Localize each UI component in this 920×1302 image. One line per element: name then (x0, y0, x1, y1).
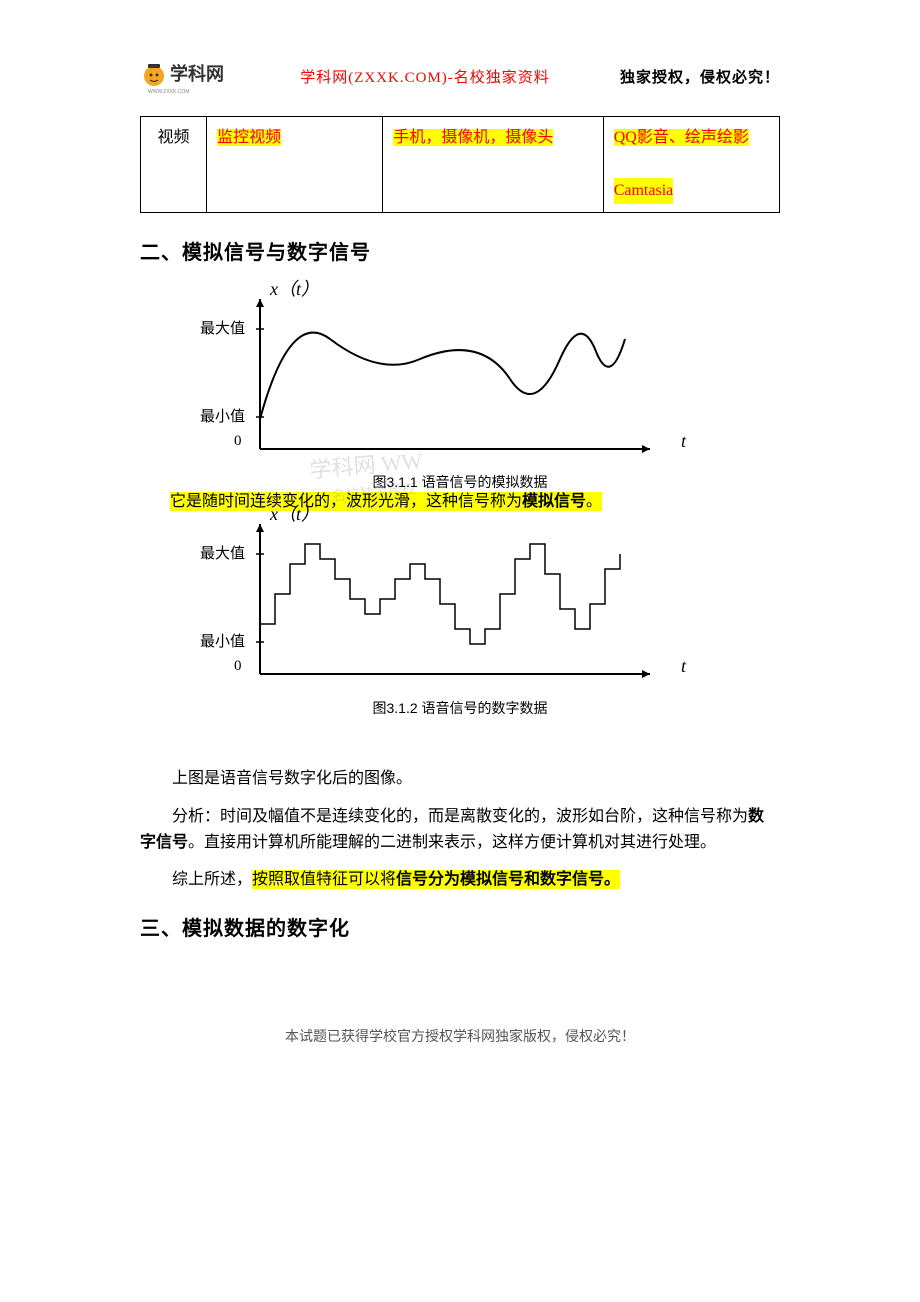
chart2-max-label: 最大值 (200, 542, 245, 566)
analog-definition: 它是随时间连续变化的，波形光滑，这种信号称为模拟信号。 (170, 492, 602, 511)
cell-software-line1: QQ影音、绘声绘影 (614, 129, 749, 146)
cell-software-line2: Camtasia (614, 178, 674, 204)
cell-example-text: 监控视频 (217, 129, 281, 146)
header-right-text: 独家授权，侵权必究！ (620, 66, 780, 90)
chart1-max-label: 最大值 (200, 317, 245, 341)
chart1-container: x（t） 最大值 最小值 0 t 图3.1.1 语音信号的模拟数据 (140, 299, 780, 479)
para3-hl: 按照取值特征可以将信号分为模拟信号和数字信号。 (252, 870, 620, 889)
chart2-container: x（t） 最大值 最小值 0 t 图3.1.2 语音信号的数字数据 (140, 524, 780, 704)
chart1-min-label: 最小值 (200, 405, 245, 429)
chart1: x（t） 最大值 最小值 0 t 图3.1.1 语音信号的模拟数据 (250, 299, 670, 479)
page-footer: 本试题已获得学校官方授权学科网独家版权，侵权必究！ (140, 1025, 780, 1047)
cell-software: QQ影音、绘声绘影 Camtasia (603, 117, 779, 213)
section3-title: 三、模拟数据的数字化 (140, 913, 780, 945)
cell-type: 视频 (141, 117, 207, 213)
chart1-y-axis-label: x（t） (270, 275, 319, 304)
logo-text: 学科网 (170, 63, 224, 84)
chart2-zero-label: 0 (234, 654, 242, 678)
chart1-x-axis-label: t (681, 427, 686, 456)
svg-text:WWW.ZXXK.COM: WWW.ZXXK.COM (148, 89, 189, 95)
table-row: 视频 监控视频 手机，摄像机，摄像头 QQ影音、绘声绘影 Camtasia (141, 117, 780, 213)
analog-def-bold: 模拟信号 (522, 493, 586, 510)
para-after-chart2: 上图是语音信号数字化后的图像。 (140, 766, 780, 792)
para3-prefix: 综上所述， (172, 871, 252, 888)
para3-hl-prefix: 按照取值特征可以将 (252, 871, 396, 888)
analog-definition-row: 学科网 WW 名校独家授权 它是随时间连续变化的，波形光滑，这种信号称为模拟信号… (170, 489, 780, 515)
logo-icon: 学科网 WWW.ZXXK.COM (140, 60, 230, 96)
site-logo: 学科网 WWW.ZXXK.COM (140, 60, 230, 96)
chart1-svg (250, 299, 670, 459)
chart2-caption: 图3.1.2 语音信号的数字数据 (250, 697, 670, 719)
cell-example: 监控视频 (207, 117, 383, 213)
page-header: 学科网 WWW.ZXXK.COM 学科网(ZXXK.COM)-名校独家资料 独家… (140, 60, 780, 96)
analog-def-prefix: 它是随时间连续变化的，波形光滑，这种信号称为 (170, 493, 522, 510)
cell-devices-text: 手机，摄像机，摄像头 (393, 129, 553, 146)
chart2-svg (250, 524, 670, 684)
para3-hl-bold: 信号分为模拟信号和数字信号。 (396, 871, 620, 888)
para2-mid: 号称为 (700, 808, 748, 825)
header-center-text: 学科网(ZXXK.COM)-名校独家资料 (300, 66, 550, 90)
chart2: x（t） 最大值 最小值 0 t 图3.1.2 语音信号的数字数据 (250, 524, 670, 704)
cell-devices: 手机，摄像机，摄像头 (383, 117, 603, 213)
section2-title: 二、模拟信号与数字信号 (140, 237, 780, 269)
chart1-zero-label: 0 (234, 429, 242, 453)
chart2-x-axis-label: t (681, 652, 686, 681)
chart2-min-label: 最小值 (200, 630, 245, 654)
analog-def-suffix: 。 (586, 493, 602, 510)
chart2-y-axis-label: x（t） (270, 500, 319, 529)
para2-prefix: 分析：时间及幅值不是连续变化的，而是离散变化的，波形如台阶，这种信 (172, 808, 700, 825)
para2-suffix: 。直接用计算机所能理解的二进制来表示，这样方便计算机对其进行处理。 (188, 834, 716, 851)
para-analysis: 分析：时间及幅值不是连续变化的，而是离散变化的，波形如台阶，这种信号称为数字信号… (140, 804, 780, 855)
media-table: 视频 监控视频 手机，摄像机，摄像头 QQ影音、绘声绘影 Camtasia (140, 116, 780, 213)
para-summary: 综上所述，按照取值特征可以将信号分为模拟信号和数字信号。 (140, 867, 780, 893)
